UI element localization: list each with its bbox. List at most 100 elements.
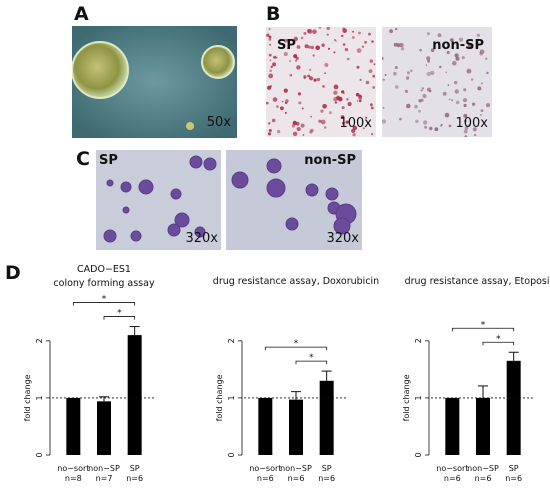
significance-bracket [482, 341, 515, 346]
significance-bracket [264, 346, 328, 351]
phase-contrast-image [72, 26, 237, 138]
y-tick-label: 0 [227, 452, 236, 457]
stain-dot [296, 65, 301, 70]
n-label: n=8 [65, 474, 82, 483]
significance-label: * [294, 339, 299, 349]
stain-dot [335, 40, 337, 42]
stain-dot [454, 80, 458, 85]
stain-dot [351, 36, 355, 39]
stain-dot [306, 28, 312, 34]
stain-dot [352, 133, 356, 137]
stain-dot [462, 98, 468, 103]
stain-dot [451, 99, 454, 102]
stain-dot [269, 43, 271, 46]
stain-dot [312, 54, 315, 57]
category-label: no−sort [249, 464, 281, 473]
stain-dot [346, 98, 349, 101]
stain-dot [309, 76, 314, 81]
stain-dot [268, 122, 271, 125]
stain-dot [414, 104, 418, 109]
significance-bracket [295, 360, 328, 365]
stain-dot [269, 59, 272, 62]
stain-dot [370, 106, 374, 110]
cytospin-image-non-sp [231, 158, 357, 235]
stain-dot [384, 74, 387, 76]
stain-dot [447, 84, 450, 87]
stain-dot [373, 63, 376, 66]
stain-dot [477, 86, 482, 91]
stain-dot [446, 50, 450, 55]
stain-dot [423, 120, 428, 125]
stain-dot [472, 127, 477, 132]
stain-dot [272, 62, 277, 67]
stain-dot [389, 29, 393, 34]
stain-dot [426, 56, 431, 61]
n-label: n=6 [318, 474, 335, 483]
stain-dot [309, 130, 313, 134]
stain-dot [434, 127, 439, 132]
y-tick-label: 2 [227, 338, 236, 343]
stain-dot [422, 93, 427, 99]
magnification-label: 100x [455, 116, 488, 131]
y-tick-label: 0 [35, 452, 44, 457]
cytospin-photo-sp: SP 320x [96, 150, 221, 250]
stain-dot [267, 85, 272, 90]
significance-bracket [103, 316, 136, 320]
stain-dot [283, 88, 288, 93]
bar-2 [289, 399, 303, 455]
chart-3: drug resistance assay, Etoposide 0 1 2 fold … [402, 276, 550, 483]
stain-dot [268, 37, 272, 41]
stain-dot [312, 29, 317, 34]
y-axis-label: fold change [23, 374, 32, 421]
y-axis-label: fold change [402, 374, 411, 421]
stain-dot [420, 89, 423, 92]
panel-letter-a: A [74, 3, 89, 25]
stain-dot [396, 43, 401, 48]
stain-dot [426, 71, 431, 77]
stain-dot [300, 36, 304, 40]
stain-dot [296, 127, 301, 131]
stain-dot [342, 43, 346, 46]
stain-dot [358, 95, 363, 100]
stain-dot [362, 127, 365, 130]
stain-dot [382, 106, 385, 109]
category-label: non−SP [88, 464, 120, 473]
stain-dot [333, 90, 338, 95]
bar-1 [66, 397, 81, 455]
stain-dot [333, 84, 339, 90]
stain-dot [485, 103, 491, 108]
stain-dot [450, 38, 454, 42]
stain-dot [479, 49, 485, 55]
photo-label-non-sp: non-SP [432, 38, 484, 53]
stain-dot [268, 53, 272, 57]
n-label: n=6 [288, 474, 305, 483]
significance-label: * [496, 334, 501, 344]
stain-dot [318, 27, 322, 29]
stain-dot [345, 120, 349, 124]
stain-dot [358, 31, 361, 35]
stain-dot [445, 71, 448, 74]
stain-dot [316, 77, 321, 82]
stain-dot [406, 103, 411, 109]
n-label: n=6 [444, 474, 461, 483]
bar-3 [127, 335, 142, 455]
stain-photo-sp: SP 100x [266, 27, 376, 137]
stain-dot [444, 112, 450, 118]
stain-dot [281, 100, 284, 103]
cytospin-image-sp [103, 155, 217, 243]
stain-dot [448, 124, 452, 128]
y-axis-label: fold change [215, 374, 224, 421]
stain-dot [461, 56, 465, 60]
stain-dot [271, 118, 276, 123]
photo-label-non-sp: non-SP [304, 153, 356, 168]
stain-dot [342, 121, 345, 125]
stain-dot [272, 97, 278, 102]
stain-dot [327, 47, 331, 50]
stain-dot [322, 104, 327, 109]
stain-dot [467, 44, 472, 48]
chart-1: CADO−ES1 colony forming assay 0 1 2 fold chan… [23, 264, 155, 483]
stain-dot [400, 47, 405, 51]
stain-dot [470, 78, 474, 81]
stain-dot [322, 85, 325, 88]
photo-label-sp: SP [277, 38, 296, 53]
